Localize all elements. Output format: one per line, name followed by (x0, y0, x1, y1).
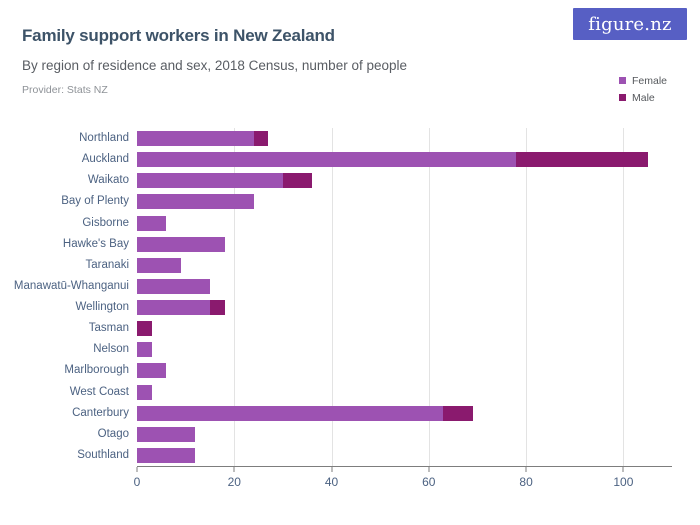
category-label: Waikato (87, 174, 129, 187)
bar-row (137, 445, 672, 466)
x-tick-mark (331, 467, 333, 472)
bar-row (137, 255, 672, 276)
bar-row (137, 360, 672, 381)
y-axis-labels: Northland Auckland Waikato Bay of Plenty Gis… (0, 128, 137, 466)
category-label: Auckland (81, 153, 129, 166)
gridline-100 (623, 128, 625, 466)
chart-title: Family support workers in New Zealand (22, 26, 335, 45)
bar-row (137, 170, 672, 191)
bar-segment-female (137, 131, 254, 147)
category-label: Northland (79, 132, 129, 144)
category-label: Bay of Plenty (61, 195, 129, 208)
category-label: Taranaki (85, 258, 129, 271)
x-tick-label: 100 (613, 475, 634, 489)
x-tick-label: 40 (324, 475, 339, 489)
bar-row (137, 424, 672, 445)
x-tick-label: 60 (422, 475, 436, 489)
legend-label: Male (632, 91, 655, 104)
gridline-80 (526, 128, 528, 466)
bar-segment-female (137, 257, 181, 273)
bar-row (137, 382, 672, 403)
bar-segment-female (137, 405, 444, 421)
category-label: Nelson (93, 343, 129, 356)
bar-segment-male (209, 300, 225, 316)
bar-segment-male (282, 173, 313, 189)
x-tick-mark (622, 467, 624, 472)
bar-segment-female (137, 278, 210, 294)
category-label: Marlborough (64, 364, 129, 377)
bar-segment-male (137, 321, 152, 337)
bar-segment-male (516, 152, 648, 168)
gridline-40 (331, 128, 333, 466)
category-label: Otago (97, 427, 129, 440)
category-label: Wellington (75, 301, 130, 313)
legend-label: Female (632, 74, 668, 87)
bar-segment-female (137, 447, 196, 463)
bar-row (137, 234, 672, 255)
category-label: Hawke's Bay (62, 237, 129, 250)
x-tick-mark (233, 467, 235, 472)
bar-row (137, 191, 672, 212)
figurenz-logo-text: figure.nz (588, 13, 672, 35)
bar-segment-female (137, 300, 210, 316)
category-label: Canterbury (72, 406, 129, 419)
chart-subtitle: By region of residence and sex, 2018 Cen… (22, 58, 407, 73)
legend: Female Male (619, 72, 667, 106)
provider-label: Provider: Stats NZ (22, 84, 108, 96)
bar-row (137, 213, 672, 234)
figurenz-logo[interactable]: figure.nz (573, 8, 687, 40)
category-label: West Coast (69, 385, 129, 398)
x-tick-mark (428, 467, 430, 472)
bar-segment-female (137, 194, 254, 210)
bar-segment-male (443, 405, 473, 421)
x-axis: 0 20 40 60 80 100 (133, 466, 672, 492)
legend-item-female: Female (619, 72, 667, 89)
category-label: Manawatū-Whanganui (13, 279, 129, 292)
legend-swatch-female (619, 77, 626, 84)
gridline-20 (234, 128, 236, 466)
bar-segment-male (253, 131, 269, 147)
bar-row (137, 403, 672, 424)
bar-row (137, 276, 672, 297)
bar-chart: Northland Auckland Waikato Bay of Plenty Gis… (0, 128, 700, 492)
bar-segment-female (137, 342, 152, 358)
category-label: Tasman (88, 322, 129, 335)
bar-row (137, 339, 672, 360)
bar-segment-female (137, 426, 196, 442)
category-label: Gisborne (82, 216, 129, 229)
x-tick-mark (136, 467, 138, 472)
bar-segment-female (137, 236, 225, 252)
category-label: Southland (77, 448, 129, 461)
bar-segment-female (137, 363, 167, 379)
bar-segment-female (137, 173, 283, 189)
bar-segment-female (137, 215, 167, 231)
gridline-60 (428, 128, 430, 466)
plot-area (137, 128, 672, 466)
bar-segment-female (137, 384, 152, 400)
legend-item-male: Male (619, 89, 667, 106)
x-tick-label: 20 (227, 475, 241, 489)
bar-row (137, 128, 672, 149)
legend-swatch-male (619, 94, 626, 101)
x-tick-mark (525, 467, 527, 472)
bar-row (137, 149, 672, 170)
x-tick-label: 80 (519, 475, 533, 489)
bar-row (137, 297, 672, 318)
bar-segment-female (137, 152, 517, 168)
x-tick-label: 0 (133, 475, 141, 489)
bar-row (137, 318, 672, 339)
